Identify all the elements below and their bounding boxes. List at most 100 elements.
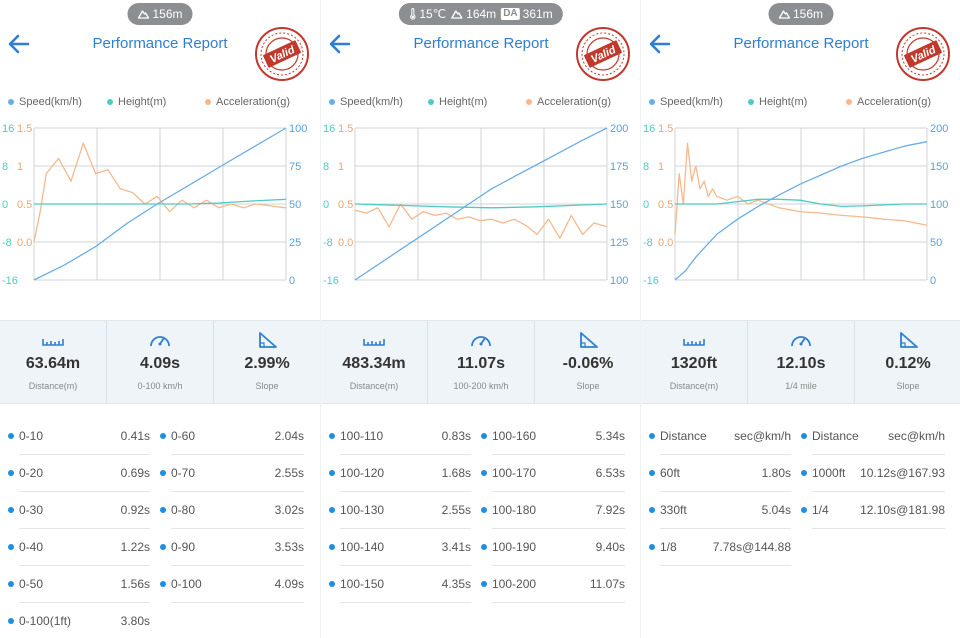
- split-value: sec@km/h: [888, 429, 945, 443]
- legend-label: Speed(km/h): [19, 96, 82, 108]
- split-key: 100-140: [340, 540, 385, 554]
- split-row: 0-20 0.69s 0-70 2.55s: [0, 455, 320, 492]
- altitude-readout: 164m: [451, 7, 496, 21]
- split-item: 100-110 0.83s: [329, 418, 471, 455]
- split-value: 3.80s: [120, 614, 150, 628]
- report-panel: 156m Performance Report Valid Speed(km/h…: [640, 0, 960, 638]
- split-key: Distance: [812, 429, 859, 443]
- svg-text:Valid: Valid: [268, 44, 297, 66]
- stat-label: Slope: [896, 381, 920, 391]
- bullet-dot: [329, 433, 335, 439]
- height-axis-tick: 0: [643, 199, 649, 211]
- split-key: 1000ft: [812, 466, 846, 480]
- speed-series-line: [674, 141, 928, 281]
- mountain-icon: [778, 10, 790, 19]
- separator-line: [19, 454, 150, 455]
- speed-series-line: [354, 127, 608, 281]
- split-key: 100-190: [492, 540, 537, 554]
- height-axis-tick: 16: [643, 123, 655, 135]
- bullet-dot: [801, 507, 807, 513]
- temperature-readout: 15℃: [408, 7, 446, 21]
- legend-label: Speed(km/h): [660, 96, 723, 108]
- stat-label: Slope: [576, 381, 600, 391]
- speed-axis-tick: 0: [289, 275, 295, 287]
- stat-value: -0.06%: [562, 355, 614, 372]
- density-altitude-readout: DA 361m: [501, 7, 553, 21]
- split-value: 10.12s@167.93: [860, 466, 945, 480]
- mountain-icon: [451, 10, 463, 19]
- split-value: 0.83s: [441, 429, 471, 443]
- bullet-dot: [649, 507, 655, 513]
- split-row: 0-50 1.56s 0-100 4.09s: [0, 566, 320, 603]
- height-axis-tick: -16: [643, 275, 659, 287]
- separator-line: [812, 528, 945, 529]
- svg-text:Valid: Valid: [589, 44, 618, 66]
- split-value: 11.07s: [589, 577, 625, 591]
- back-arrow-icon[interactable]: [6, 31, 32, 57]
- thermometer-icon: [409, 8, 416, 20]
- split-value: 3.02s: [274, 503, 304, 517]
- legend-dot: [205, 99, 211, 105]
- height-axis-tick: 0: [323, 199, 329, 211]
- accel-axis-tick: 0.0: [338, 237, 353, 249]
- split-item: 0-10 0.41s: [8, 418, 150, 455]
- split-item: 100-150 4.35s: [329, 566, 471, 603]
- speedometer-icon: [791, 336, 811, 347]
- split-item: 100-200 11.07s: [481, 566, 625, 603]
- separator-line: [171, 565, 304, 566]
- legend-dot: [107, 99, 113, 105]
- report-panel: 156m Performance Report Valid Speed(km/h…: [0, 0, 320, 638]
- stat-label: Distance(m): [28, 381, 78, 391]
- speed-axis-tick: 150: [610, 199, 628, 211]
- split-key: 100-150: [340, 577, 385, 591]
- separator-line: [492, 565, 625, 566]
- split-value: 5.04s: [761, 503, 791, 517]
- split-value: 3.53s: [274, 540, 304, 554]
- performance-chart: 16 8 0 -8 -16 1.5 1 0.5 0.0 200 150 100 50 0: [643, 123, 948, 287]
- split-key: 0-90: [171, 540, 196, 554]
- accel-axis-tick: 1: [658, 161, 664, 173]
- speed-axis-tick: 100: [610, 275, 628, 287]
- split-row: Distance sec@km/h Distance sec@km/h: [641, 418, 960, 455]
- accel-axis-tick: 0.0: [17, 237, 32, 249]
- split-item: Distance sec@km/h: [801, 418, 945, 455]
- split-item: 100-130 2.55s: [329, 492, 471, 529]
- legend-dot: [649, 99, 655, 105]
- stat-value: 0.12%: [885, 355, 931, 372]
- split-key: 60ft: [660, 466, 681, 480]
- separator-line: [340, 528, 471, 529]
- legend-label: Acceleration(g): [216, 96, 290, 108]
- separator-line: [492, 528, 625, 529]
- separator-line: [492, 602, 625, 603]
- height-axis-tick: -16: [323, 275, 339, 287]
- split-row: 100-130 2.55s 100-180 7.92s: [321, 492, 640, 529]
- split-key: 1/4: [812, 503, 829, 517]
- stat-cell: 1320ft Distance(m): [641, 321, 747, 403]
- split-value: 1.80s: [761, 466, 791, 480]
- height-axis-tick: -8: [2, 237, 12, 249]
- split-item: 0-40 1.22s: [8, 529, 150, 566]
- back-arrow-icon[interactable]: [327, 31, 353, 57]
- accel-axis-tick: 1.5: [338, 123, 353, 135]
- slope-icon: [900, 332, 918, 348]
- accel-axis-tick: 0.5: [338, 199, 353, 211]
- legend-item: Speed(km/h): [329, 96, 403, 108]
- separator-line: [660, 565, 791, 566]
- valid-stamp-icon: Valid: [255, 27, 309, 81]
- back-arrow-icon[interactable]: [647, 31, 673, 57]
- split-item: 0-80 3.02s: [160, 492, 304, 529]
- stats-bar: 1320ft Distance(m) 12.10s 1/4 mile 0.12% Slop…: [641, 320, 960, 404]
- altitude-readout: 156m: [137, 7, 183, 21]
- bullet-dot: [8, 618, 14, 624]
- split-value: 1.68s: [441, 466, 471, 480]
- split-key: 100-120: [340, 466, 385, 480]
- stat-value: 1320ft: [670, 355, 718, 372]
- height-axis-tick: 16: [2, 123, 14, 135]
- split-key: 100-110: [340, 429, 384, 443]
- separator-line: [171, 454, 304, 455]
- bullet-dot: [649, 470, 655, 476]
- speed-axis-tick: 25: [289, 237, 301, 249]
- bullet-dot: [329, 544, 335, 550]
- page-title: Performance Report: [413, 35, 549, 52]
- stat-cell: 12.10s 1/4 mile: [747, 321, 854, 403]
